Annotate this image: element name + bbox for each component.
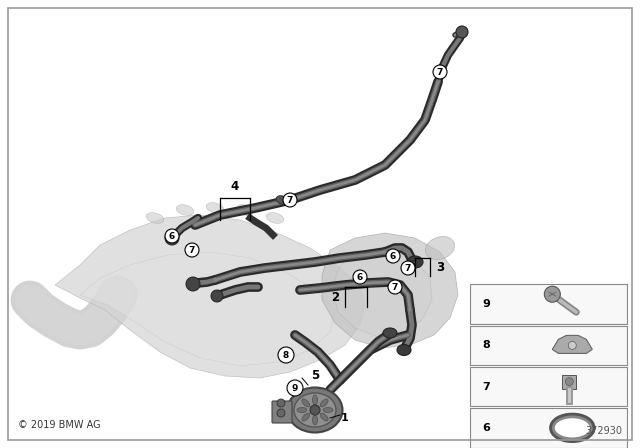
Text: 6: 6 bbox=[357, 272, 363, 281]
Ellipse shape bbox=[554, 417, 591, 439]
Circle shape bbox=[211, 290, 223, 302]
Bar bbox=[470, 284, 627, 324]
Ellipse shape bbox=[302, 399, 310, 407]
Text: 3: 3 bbox=[436, 260, 444, 273]
Polygon shape bbox=[322, 233, 458, 348]
Text: 8: 8 bbox=[283, 350, 289, 359]
Text: 7: 7 bbox=[483, 382, 490, 392]
Circle shape bbox=[283, 193, 297, 207]
Text: 6: 6 bbox=[483, 423, 490, 433]
Text: 9: 9 bbox=[292, 383, 298, 392]
Ellipse shape bbox=[320, 413, 328, 421]
Ellipse shape bbox=[294, 393, 336, 427]
Text: 372930: 372930 bbox=[585, 426, 622, 436]
Ellipse shape bbox=[558, 421, 586, 435]
Text: 4: 4 bbox=[231, 180, 239, 193]
Ellipse shape bbox=[312, 395, 317, 405]
Circle shape bbox=[185, 243, 199, 257]
Circle shape bbox=[310, 405, 320, 415]
Circle shape bbox=[165, 229, 179, 243]
Circle shape bbox=[278, 347, 294, 363]
Ellipse shape bbox=[297, 408, 307, 413]
Ellipse shape bbox=[266, 213, 284, 224]
Circle shape bbox=[456, 26, 468, 38]
Ellipse shape bbox=[206, 202, 224, 213]
Text: 7: 7 bbox=[392, 283, 398, 292]
Bar bbox=[563, 375, 576, 388]
Polygon shape bbox=[332, 250, 432, 337]
Ellipse shape bbox=[383, 328, 397, 338]
Bar bbox=[470, 408, 627, 448]
Ellipse shape bbox=[176, 205, 194, 215]
Ellipse shape bbox=[312, 415, 317, 425]
Text: 2: 2 bbox=[331, 290, 339, 303]
Circle shape bbox=[353, 270, 367, 284]
Circle shape bbox=[544, 286, 561, 302]
Text: © 2019 BMW AG: © 2019 BMW AG bbox=[18, 420, 100, 430]
Bar bbox=[470, 326, 627, 365]
Ellipse shape bbox=[302, 413, 310, 421]
Circle shape bbox=[388, 280, 402, 294]
Ellipse shape bbox=[397, 345, 411, 356]
Ellipse shape bbox=[320, 399, 328, 407]
Ellipse shape bbox=[146, 213, 164, 224]
Text: 7: 7 bbox=[189, 246, 195, 254]
Ellipse shape bbox=[276, 196, 288, 204]
Text: 6: 6 bbox=[390, 251, 396, 260]
Text: 8: 8 bbox=[483, 340, 490, 350]
Circle shape bbox=[433, 65, 447, 79]
Circle shape bbox=[568, 341, 576, 349]
Text: 6: 6 bbox=[169, 232, 175, 241]
Text: 9: 9 bbox=[483, 299, 490, 309]
Circle shape bbox=[277, 409, 285, 417]
Ellipse shape bbox=[407, 256, 423, 268]
Text: 7: 7 bbox=[287, 195, 293, 204]
FancyBboxPatch shape bbox=[272, 401, 292, 423]
Ellipse shape bbox=[236, 205, 254, 215]
Bar bbox=[470, 367, 627, 406]
Text: 5: 5 bbox=[311, 369, 319, 382]
Text: 7: 7 bbox=[437, 68, 443, 77]
Circle shape bbox=[186, 277, 200, 291]
Text: 7: 7 bbox=[405, 263, 411, 272]
Ellipse shape bbox=[287, 388, 342, 432]
Polygon shape bbox=[80, 252, 335, 366]
Ellipse shape bbox=[426, 237, 454, 259]
Circle shape bbox=[386, 249, 400, 263]
Polygon shape bbox=[55, 215, 365, 378]
Polygon shape bbox=[552, 336, 593, 353]
Circle shape bbox=[277, 399, 285, 407]
Ellipse shape bbox=[323, 408, 333, 413]
Circle shape bbox=[165, 231, 179, 245]
Circle shape bbox=[401, 261, 415, 275]
Text: 1: 1 bbox=[341, 413, 349, 423]
Circle shape bbox=[287, 380, 303, 396]
Circle shape bbox=[565, 378, 573, 386]
